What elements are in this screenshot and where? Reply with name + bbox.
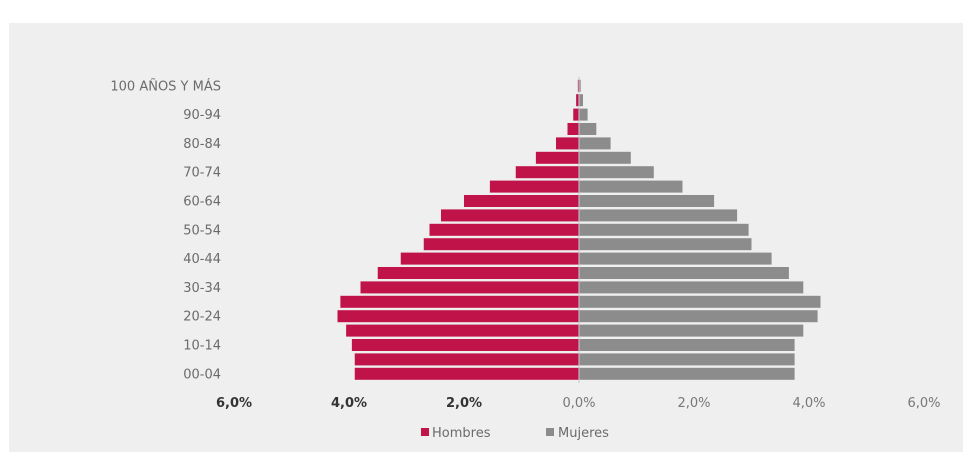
bar-mujeres-95-99	[579, 94, 583, 107]
bar-mujeres-10-14	[579, 339, 795, 351]
bar-mujeres-15-19	[579, 324, 804, 337]
bar-hombres-05-09	[354, 353, 580, 366]
bar-hombres-15-19	[346, 324, 580, 337]
bar-hombres-90-94	[573, 108, 580, 121]
bar-mujeres-85-89	[579, 123, 597, 135]
bar-hombres-10-14	[351, 339, 579, 351]
x-tick-label: 4,0%	[792, 396, 825, 411]
y-axis-labels: 00-04 10-14 20-24 30-34 40-44 50-54 60-64 70-74…	[110, 78, 221, 382]
x-tick-label: 6,0%	[907, 396, 940, 411]
y-tick-label: 20-24	[183, 310, 221, 325]
x-tick-label: 6,0%	[216, 396, 252, 411]
x-tick-label: 2,0%	[677, 396, 710, 411]
bar-mujeres-35-39	[579, 267, 789, 279]
bar-hombres-50-54	[429, 223, 579, 236]
bar-hombres-65-69	[489, 180, 579, 193]
y-tick-label: 10-14	[183, 339, 221, 354]
bar-mujeres-00-04	[579, 367, 795, 380]
bar-mujeres-55-59	[579, 209, 738, 222]
bar-mujeres-65-69	[579, 180, 683, 193]
y-tick-label: 50-54	[183, 223, 221, 238]
bar-mujeres-75-79	[579, 151, 631, 164]
legend-label-mujeres: Mujeres	[558, 426, 609, 441]
bar-hombres-80-84	[556, 137, 579, 150]
bar-mujeres-70-74	[579, 166, 654, 179]
y-tick-label: 70-74	[183, 166, 221, 181]
bar-hombres-70-74	[515, 166, 580, 179]
bar-mujeres-05-09	[579, 353, 795, 366]
bar-hombres-55-59	[441, 209, 579, 222]
y-tick-label: 00-04	[183, 367, 221, 382]
y-tick-label: 100 AÑOS Y MÁS	[110, 78, 221, 94]
legend: Hombres Mujeres	[421, 426, 609, 441]
legend-swatch-mujeres	[546, 428, 554, 436]
bar-mujeres-25-29	[579, 295, 821, 308]
bar-hombres-20-24	[337, 310, 579, 323]
bar-mujeres-40-44	[579, 252, 772, 265]
bar-mujeres-60-64	[579, 195, 715, 207]
x-axis-labels: 6,0% 4,0% 2,0% 0,0% 2,0% 4,0% 6,0%	[216, 396, 941, 411]
chart-panel	[9, 23, 963, 452]
legend-label-hombres: Hombres	[432, 426, 491, 441]
bar-hombres-35-39	[377, 267, 580, 279]
y-tick-label: 40-44	[183, 252, 221, 267]
x-tick-label: 0,0%	[562, 396, 595, 411]
bar-mujeres-80-84	[579, 137, 611, 150]
bar-hombres-45-49	[423, 238, 580, 251]
bar-mujeres-50-54	[579, 223, 749, 236]
bar-hombres-95-99	[576, 94, 580, 107]
bar-hombres-25-29	[340, 295, 579, 308]
bar-mujeres-100-años-y-más	[579, 79, 581, 92]
bar-mujeres-90-94	[579, 108, 588, 121]
legend-swatch-hombres	[421, 428, 429, 436]
y-tick-label: 30-34	[183, 281, 221, 296]
series-hombres	[337, 79, 580, 380]
bar-hombres-40-44	[400, 252, 580, 265]
bar-mujeres-45-49	[579, 238, 752, 251]
bar-hombres-75-79	[535, 151, 579, 164]
bar-hombres-60-64	[464, 195, 579, 207]
y-tick-label: 90-94	[183, 108, 221, 123]
bar-hombres-100-años-y-más	[577, 79, 580, 92]
bar-hombres-85-89	[567, 123, 579, 135]
bar-hombres-00-04	[354, 367, 580, 380]
bar-mujeres-20-24	[579, 310, 818, 323]
x-tick-label: 4,0%	[331, 396, 367, 411]
bar-mujeres-30-34	[579, 281, 804, 294]
y-tick-label: 60-64	[183, 195, 221, 210]
series-mujeres	[579, 79, 821, 380]
bar-hombres-30-34	[360, 281, 579, 294]
y-tick-label: 80-84	[183, 137, 221, 152]
x-tick-label: 2,0%	[446, 396, 482, 411]
